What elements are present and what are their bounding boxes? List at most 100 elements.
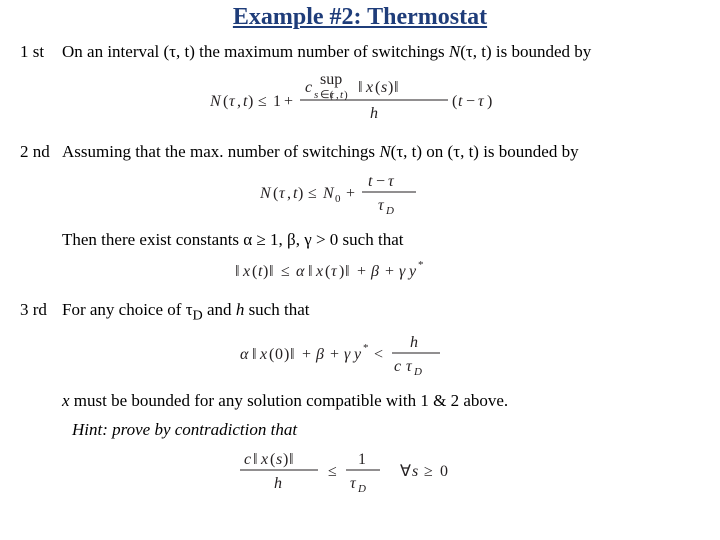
svg-text:−: − (466, 93, 475, 110)
item-1-N: N (449, 42, 460, 61)
svg-text:t: t (458, 93, 463, 110)
svg-text:+: + (346, 185, 355, 202)
svg-text:(: ( (452, 93, 457, 110)
svg-text:‖: ‖ (269, 263, 274, 280)
svg-text:β: β (315, 346, 324, 363)
svg-text:(: ( (252, 263, 257, 280)
svg-text:t: t (368, 173, 373, 190)
svg-text:): ) (344, 89, 348, 101)
svg-text:N: N (322, 185, 335, 202)
then-alpha: α (243, 230, 252, 249)
then-beta: β (287, 230, 296, 249)
then-comma: , (296, 230, 305, 249)
svg-text:(: ( (270, 451, 275, 468)
svg-text:D: D (385, 205, 394, 214)
svg-text:N: N (260, 185, 272, 202)
svg-text:‖: ‖ (253, 451, 258, 468)
svg-text:+: + (284, 93, 293, 110)
item-2-ordinal: 2 nd (20, 141, 62, 164)
svg-text:α: α (240, 346, 249, 363)
svg-text:(: ( (325, 263, 330, 280)
svg-text:‖: ‖ (235, 263, 240, 280)
svg-text:+: + (302, 346, 311, 363)
svg-text:≤: ≤ (308, 185, 317, 202)
item-1-tau2: τ (466, 42, 473, 61)
svg-text:γ: γ (399, 263, 406, 280)
item-3-body: For any choice of τD and h such that (62, 299, 700, 326)
item-3-and: and (203, 300, 236, 319)
svg-text:c: c (394, 358, 401, 375)
svg-text:≤: ≤ (328, 463, 337, 480)
item-3-tau: τ (186, 300, 193, 319)
equation-5: c ‖ x ( s ) ‖ h ≤ 1 τ D ∀ s ≥ 0 (20, 448, 700, 497)
svg-text:): ) (487, 93, 492, 110)
item-2-post: , t) is bounded by (460, 142, 579, 161)
svg-text:): ) (248, 93, 253, 110)
item-2: 2 nd Assuming that the max. number of sw… (20, 141, 700, 164)
svg-text:*: * (363, 342, 369, 354)
equation-1: N ( τ , t ) ≤ 1 + c sup s ∈( τ , t ) (20, 70, 700, 131)
svg-text:τ: τ (331, 263, 338, 280)
svg-text:τ: τ (378, 197, 385, 214)
then-ge1: ≥ 1, (252, 230, 287, 249)
svg-text:D: D (413, 366, 422, 375)
svg-text:‖: ‖ (345, 263, 350, 280)
svg-text:c: c (305, 79, 312, 96)
svg-text:+: + (357, 263, 366, 280)
equation-1-svg: N ( τ , t ) ≤ 1 + c sup s ∈( τ , t ) (210, 70, 510, 126)
svg-text:): ) (284, 346, 289, 363)
equation-2: N ( τ , t ) ≤ N 0 + t − τ τ D (20, 170, 700, 219)
svg-text:h: h (370, 105, 378, 122)
item-3-pre: For any choice of (62, 300, 186, 319)
svg-text:s: s (276, 451, 282, 468)
then-pre: Then there exist constants (62, 230, 243, 249)
item-3-ordinal: 3 rd (20, 299, 62, 322)
svg-text:τ: τ (279, 185, 286, 202)
slide-title: Example #2: Thermostat (20, 4, 700, 31)
svg-text:(: ( (375, 79, 380, 96)
svg-text:): ) (339, 263, 344, 280)
svg-text:τ: τ (406, 358, 413, 375)
equation-5-svg: c ‖ x ( s ) ‖ h ≤ 1 τ D ∀ s ≥ 0 (240, 448, 480, 492)
svg-text:τ: τ (478, 93, 485, 110)
conclusion-line: x must be bounded for any solution compa… (62, 390, 700, 413)
svg-text:‖: ‖ (290, 346, 295, 363)
item-2-N: N (379, 142, 390, 161)
svg-text:+: + (385, 263, 394, 280)
conclusion-text: must be bounded for any solution compati… (70, 391, 509, 410)
svg-text:‖: ‖ (252, 346, 257, 363)
equation-3-svg: ‖ x ( t ) ‖ ≤ α ‖ x ( τ ) ‖ + β + γ y * (235, 258, 485, 284)
svg-text:<: < (374, 346, 383, 363)
item-3-post: such that (244, 300, 309, 319)
svg-text:x: x (365, 79, 373, 96)
svg-text:y: y (407, 263, 417, 280)
svg-text:sup: sup (320, 71, 342, 88)
svg-text:α: α (296, 263, 305, 280)
then-gamma: γ (304, 230, 312, 249)
svg-text:‖: ‖ (394, 79, 399, 96)
svg-text:γ: γ (344, 346, 351, 363)
svg-text:s: s (412, 463, 418, 480)
svg-text:‖: ‖ (308, 263, 313, 280)
svg-text:s: s (314, 89, 318, 101)
svg-text:): ) (283, 451, 288, 468)
svg-text:(: ( (273, 185, 278, 202)
item-2-mid: , t) on ( (403, 142, 453, 161)
equation-3: ‖ x ( t ) ‖ ≤ α ‖ x ( τ ) ‖ + β + γ y * (20, 258, 700, 289)
svg-text:0: 0 (335, 193, 341, 205)
svg-text:,: , (336, 89, 339, 101)
svg-text:): ) (388, 79, 393, 96)
then-line: Then there exist constants α ≥ 1, β, γ >… (62, 229, 700, 252)
svg-text:): ) (298, 185, 303, 202)
svg-text:∀: ∀ (400, 463, 411, 480)
item-1-mid1: , t) the maximum number of switchings (176, 42, 449, 61)
svg-text:≤: ≤ (281, 263, 290, 280)
item-1-tau1: τ (169, 42, 176, 61)
svg-text:τ: τ (350, 475, 357, 492)
slide: Example #2: Thermostat 1 st On an interv… (0, 0, 720, 540)
svg-text:(: ( (269, 346, 274, 363)
svg-text:τ: τ (388, 173, 395, 190)
svg-text:−: − (376, 173, 385, 190)
svg-text:+: + (330, 346, 339, 363)
item-2-pre: Assuming that the max. number of switchi… (62, 142, 379, 161)
